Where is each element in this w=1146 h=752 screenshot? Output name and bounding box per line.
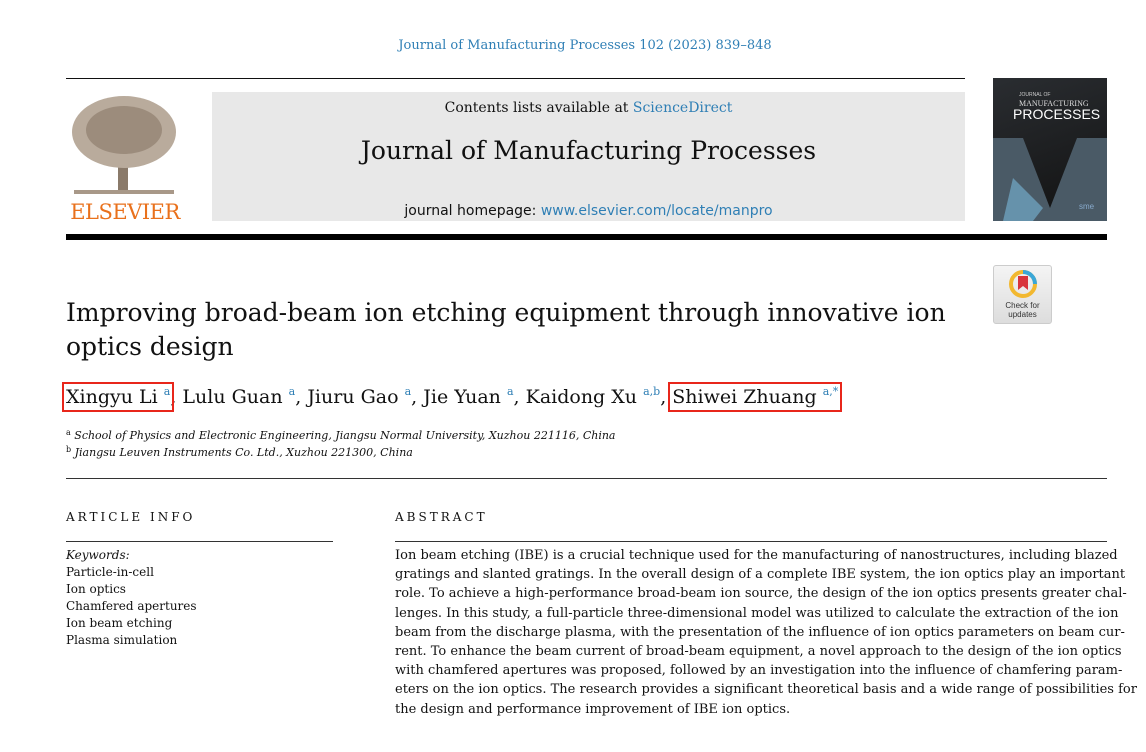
abstract-line: role. To achieve a high-performance broa… — [395, 586, 1127, 602]
author-list: Xingyu Li a, Lulu Guan a, Jiuru Gao a, J… — [61, 382, 843, 412]
author-name[interactable]: Jiuru Gao — [307, 386, 399, 408]
elsevier-tree-icon — [72, 96, 176, 194]
check-updates-label: updates — [1008, 310, 1037, 319]
cover-text: PROCESSES — [1013, 106, 1101, 122]
journal-reference[interactable]: Journal of Manufacturing Processes 102 (… — [398, 38, 772, 53]
check-updates-label: Check for — [1005, 301, 1040, 310]
affiliation-mark[interactable]: a — [506, 385, 514, 398]
check-updates-icon — [1008, 270, 1037, 298]
author-highlighted: Xingyu Li a — [61, 382, 175, 412]
divider — [66, 478, 1107, 479]
keywords-list: Keywords: Particle-in-cell Ion optics Ch… — [66, 547, 197, 649]
abstract-heading: ABSTRACT — [395, 510, 488, 524]
affiliation: b Jiangsu Leuven Instruments Co. Ltd., X… — [66, 445, 413, 459]
keyword: Chamfered apertures — [66, 599, 197, 613]
author-highlighted: Shiwei Zhuang a,* — [668, 382, 843, 412]
abstract-line: rent. To enhance the beam current of bro… — [395, 644, 1122, 660]
author-name[interactable]: Jie Yuan — [423, 386, 501, 408]
divider — [395, 541, 1107, 542]
elsevier-logo[interactable]: ELSEVIER — [66, 92, 184, 224]
abstract-line: lenges. In this study, a full-particle t… — [395, 605, 1119, 621]
article-title: Improving broad-beam ion etching equipme… — [66, 298, 946, 361]
abstract-line: gratings and slanted gratings. In the ov… — [395, 567, 1126, 583]
keyword: Ion optics — [66, 582, 126, 596]
check-for-updates-button[interactable]: Check for updates — [993, 265, 1052, 324]
author-name[interactable]: Shiwei Zhuang — [672, 386, 817, 408]
abstract-text: Ion beam etching (IBE) is a crucial tech… — [395, 546, 1137, 719]
cover-text: MANUFACTURING — [1019, 99, 1089, 108]
publisher-name: ELSEVIER — [70, 200, 180, 224]
journal-title: Journal of Manufacturing Processes — [360, 136, 817, 165]
keyword: Particle-in-cell — [66, 565, 154, 579]
sciencedirect-link[interactable]: ScienceDirect — [632, 100, 733, 116]
homepage-label: journal homepage: — [404, 203, 541, 219]
article-info-heading: ARTICLE INFO — [66, 510, 196, 524]
author-name[interactable]: Kaidong Xu — [525, 386, 638, 408]
affiliation-mark[interactable]: a,* — [822, 385, 839, 398]
journal-banner: Contents lists available at ScienceDirec… — [212, 92, 965, 221]
author-name[interactable]: Xingyu Li — [66, 386, 158, 408]
divider — [66, 541, 333, 542]
affiliation-mark[interactable]: a — [288, 385, 296, 398]
affiliation-mark[interactable]: a — [163, 385, 171, 398]
abstract-line: beam from the discharge plasma, with the… — [395, 624, 1125, 640]
divider — [66, 78, 965, 79]
divider — [66, 234, 1107, 240]
journal-cover[interactable]: JOURNAL OF MANUFACTURING PROCESSES sme — [993, 78, 1107, 221]
abstract-line: eters on the ion optics. The research pr… — [395, 682, 1137, 698]
author-name[interactable]: Lulu Guan — [182, 386, 283, 408]
affiliation-mark[interactable]: a — [404, 385, 412, 398]
keyword: Ion beam etching — [66, 616, 173, 630]
homepage-link[interactable]: www.elsevier.com/locate/manpro — [540, 203, 773, 219]
keywords-label: Keywords: — [66, 548, 130, 562]
sme-logo: sme — [1079, 202, 1095, 211]
abstract-line: Ion beam etching (IBE) is a crucial tech… — [395, 548, 1118, 563]
abstract-line: with chamfered apertures was proposed, f… — [395, 663, 1123, 679]
affiliation: a School of Physics and Electronic Engin… — [66, 428, 616, 442]
keyword: Plasma simulation — [66, 633, 178, 647]
cover-art-icon — [993, 138, 1107, 221]
contents-label: Contents lists available at — [444, 100, 633, 116]
affiliation-mark[interactable]: a,b — [643, 385, 661, 398]
abstract-line: the design and performance improvement o… — [395, 701, 791, 717]
cover-text: JOURNAL OF — [1019, 92, 1051, 98]
